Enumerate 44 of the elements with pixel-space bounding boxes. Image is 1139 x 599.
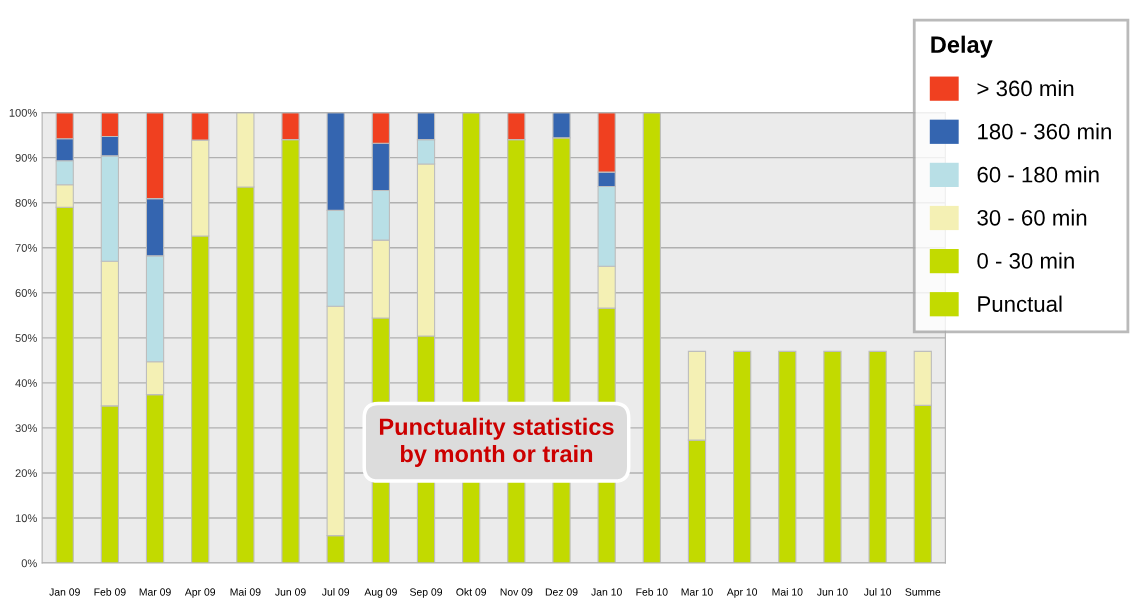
x-tick-label: Feb 10 <box>636 588 668 596</box>
x-tick-label: Feb 09 <box>94 588 126 596</box>
bar <box>823 350 842 564</box>
legend-label: > 360 min <box>977 80 1074 97</box>
x-tick-label: Mai 10 <box>772 588 803 596</box>
legend-label: 180 - 360 min <box>978 123 1111 140</box>
x-tick-label: Jul 09 <box>321 588 350 596</box>
x-tick-label: Aug 09 <box>364 588 397 598</box>
annotation: Punctuality statistics by month or train <box>379 417 614 467</box>
y-tick-label: 30% <box>15 424 37 433</box>
x-tick-label: Mar 09 <box>139 588 171 596</box>
bar <box>642 112 661 564</box>
y-tick-label: 60% <box>15 289 37 297</box>
y-tick-label: 0% <box>21 559 37 568</box>
x-tick-label: Apr 10 <box>726 588 758 598</box>
x-tick-label: Summe <box>905 588 941 596</box>
x-tick-label: Jul 10 <box>863 588 892 596</box>
y-tick-label: 100% <box>9 108 37 117</box>
y-tick-label: 70% <box>15 244 37 252</box>
legend-label: 30 - 60 min <box>977 209 1087 226</box>
y-tick-label: 50% <box>15 334 37 342</box>
x-tick-label: Sep 09 <box>409 588 443 598</box>
x-tick-label: Jun 09 <box>275 588 306 596</box>
x-tick-label: Mai 09 <box>230 588 261 596</box>
legend-label: 0 - 30 min <box>977 252 1074 269</box>
x-tick-label: Apr 09 <box>184 588 216 598</box>
x-tick-label: Nov 09 <box>500 588 533 596</box>
x-tick-label: Jun 10 <box>816 588 848 596</box>
bar <box>733 350 752 564</box>
x-tick-label: Mar 10 <box>681 588 713 596</box>
x-tick-label: Jan 09 <box>49 588 80 596</box>
y-tick-label: 20% <box>15 469 37 478</box>
legend-label: Punctual <box>978 295 1062 312</box>
legend-title: Delay <box>931 35 993 58</box>
y-tick-label: 10% <box>15 514 37 523</box>
y-tick-label: 40% <box>15 379 37 388</box>
y-tick-label: 90% <box>15 153 37 162</box>
y-tick-label: 80% <box>15 198 37 207</box>
bar <box>868 350 887 564</box>
x-tick-label: Jan 10 <box>591 588 622 596</box>
bar <box>778 350 797 564</box>
legend-label: 60 - 180 min <box>977 166 1099 183</box>
x-tick-label: Okt 09 <box>456 588 487 596</box>
x-tick-label: Dez 09 <box>545 588 578 596</box>
